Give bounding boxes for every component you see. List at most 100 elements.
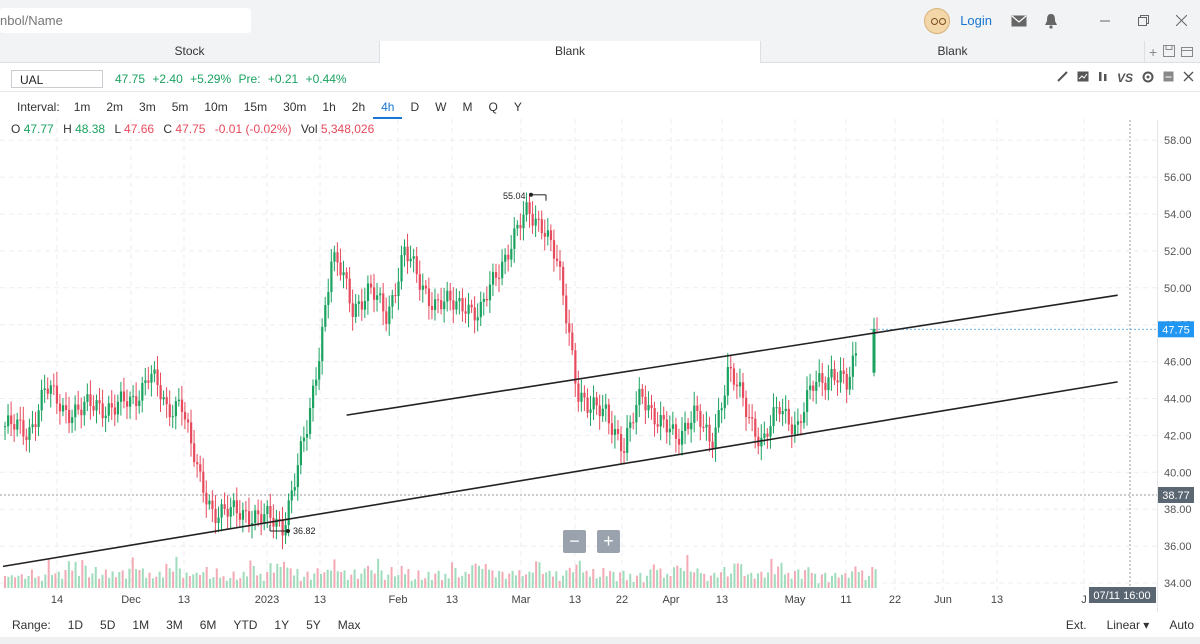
candle-body bbox=[260, 514, 263, 523]
minimize-chart-icon[interactable] bbox=[1163, 71, 1174, 86]
restore-window-icon[interactable] bbox=[1124, 0, 1162, 41]
candle-body bbox=[806, 390, 809, 413]
range-ytd[interactable]: YTD bbox=[233, 618, 258, 632]
interval-w[interactable]: W bbox=[435, 100, 447, 114]
x-tick-label: 13 bbox=[569, 594, 581, 606]
volume-bar bbox=[810, 573, 813, 588]
candle-body bbox=[769, 426, 772, 437]
settings-gear-icon[interactable] bbox=[1142, 71, 1154, 86]
volume-bar bbox=[491, 570, 494, 588]
volume-bar bbox=[293, 575, 296, 588]
candle-body bbox=[125, 401, 129, 407]
volume-bar bbox=[592, 569, 595, 588]
close-chart-icon[interactable] bbox=[1183, 71, 1194, 86]
zoom-in-button[interactable]: + bbox=[597, 530, 620, 553]
range-3m[interactable]: 3M bbox=[166, 618, 183, 632]
quote-summary: 47.75 +2.40 +5.29% Pre: +0.21 +0.44% bbox=[115, 72, 351, 86]
range-1y[interactable]: 1Y bbox=[274, 618, 290, 632]
volume-bar bbox=[494, 577, 497, 588]
close-window-icon[interactable] bbox=[1162, 0, 1200, 41]
interval-3m[interactable]: 3m bbox=[139, 100, 156, 114]
candle-body bbox=[528, 202, 531, 214]
range-1m[interactable]: 1M bbox=[132, 618, 150, 632]
interval-q[interactable]: Q bbox=[488, 100, 498, 114]
volume-bar bbox=[753, 578, 756, 588]
interval-30m[interactable]: 30m bbox=[283, 100, 307, 114]
interval-5m[interactable]: 5m bbox=[171, 100, 189, 114]
candle-body bbox=[235, 500, 238, 514]
volume-bar bbox=[672, 567, 675, 588]
range-max[interactable]: Max bbox=[337, 618, 361, 632]
interval-10m[interactable]: 10m bbox=[204, 100, 228, 114]
interval-y[interactable]: Y bbox=[513, 100, 522, 114]
mail-icon[interactable] bbox=[1008, 10, 1030, 32]
interval-d[interactable]: D bbox=[410, 100, 420, 114]
interval-15m[interactable]: 15m bbox=[243, 100, 268, 114]
candle-body bbox=[345, 272, 348, 279]
candle-body bbox=[464, 311, 467, 314]
range-5y[interactable]: 5Y bbox=[306, 618, 321, 632]
volume-bar bbox=[619, 572, 622, 588]
candle-body bbox=[74, 404, 77, 418]
candle-body bbox=[443, 301, 446, 310]
volume-bar bbox=[451, 562, 454, 588]
range-5d[interactable]: 5D bbox=[100, 618, 116, 632]
volume-bar bbox=[457, 577, 460, 588]
volume-bar bbox=[34, 577, 37, 588]
compare-vs-icon[interactable]: VS bbox=[1116, 71, 1133, 85]
top-bar: nbol/Name Login bbox=[0, 0, 1200, 41]
candle-body bbox=[821, 373, 824, 383]
chart-type-icon[interactable] bbox=[1077, 71, 1089, 86]
symbol-input[interactable]: UAL bbox=[11, 70, 103, 88]
extended-hours-toggle[interactable]: Ext. bbox=[1065, 618, 1087, 632]
candle-body bbox=[522, 214, 525, 229]
tab-blank-2[interactable]: Blank bbox=[761, 41, 1145, 63]
zoom-out-button[interactable]: − bbox=[563, 530, 586, 553]
candle-body bbox=[738, 382, 742, 387]
volume-bar bbox=[830, 575, 833, 588]
volume-bar bbox=[246, 576, 249, 588]
tab-blank-1[interactable]: Blank bbox=[380, 41, 761, 63]
bottom-bar: Range: 1D 5D 1M 3M 6M YTD 1Y 5Y Max Ext. Linear … bbox=[0, 612, 1200, 638]
price-chart[interactable]: 34.0036.0038.0040.0042.0044.0046.0048.00… bbox=[0, 0, 1200, 612]
interval-2h[interactable]: 2h bbox=[351, 100, 366, 114]
candle-body bbox=[299, 441, 303, 466]
tab-stock[interactable]: Stock bbox=[0, 41, 380, 63]
auto-scale-toggle[interactable]: Auto bbox=[1169, 618, 1194, 632]
candle-body bbox=[40, 390, 43, 411]
volume-bar bbox=[330, 570, 333, 588]
bell-icon[interactable] bbox=[1040, 10, 1062, 32]
volume-bar bbox=[4, 576, 6, 588]
interval-m[interactable]: M bbox=[462, 100, 473, 114]
candle-body bbox=[714, 427, 717, 449]
range-6m[interactable]: 6M bbox=[199, 618, 217, 632]
candle-body bbox=[735, 384, 739, 387]
candle-body bbox=[702, 426, 705, 428]
search-input[interactable]: nbol/Name bbox=[0, 8, 251, 33]
candle-body bbox=[555, 258, 559, 262]
avatar-icon[interactable] bbox=[924, 7, 951, 34]
scale-mode-select[interactable]: Linear ▾ bbox=[1106, 618, 1150, 632]
volume-bar bbox=[209, 578, 212, 588]
draw-pencil-icon[interactable] bbox=[1057, 71, 1068, 86]
indicators-icon[interactable] bbox=[1098, 71, 1108, 86]
candle-body bbox=[16, 419, 19, 430]
volume-bar bbox=[790, 578, 793, 588]
interval-2m[interactable]: 2m bbox=[106, 100, 124, 114]
layout-icon[interactable] bbox=[1181, 44, 1194, 60]
volume-bar bbox=[393, 576, 396, 588]
volume-bar bbox=[353, 569, 356, 588]
range-1d[interactable]: 1D bbox=[67, 618, 84, 632]
volume-bar bbox=[467, 574, 470, 588]
volume-bar bbox=[817, 583, 820, 588]
candle-body bbox=[318, 361, 321, 380]
minimize-window-icon[interactable] bbox=[1086, 0, 1124, 41]
save-layout-icon[interactable] bbox=[1163, 44, 1176, 60]
volume-bar bbox=[666, 573, 669, 588]
add-tab-icon[interactable]: + bbox=[1149, 43, 1158, 60]
login-link[interactable]: Login bbox=[960, 13, 992, 28]
volume-bar bbox=[303, 576, 306, 588]
interval-1h[interactable]: 1h bbox=[322, 100, 336, 114]
interval-1m[interactable]: 1m bbox=[73, 100, 91, 114]
interval-4h[interactable]: 4h bbox=[373, 97, 403, 119]
